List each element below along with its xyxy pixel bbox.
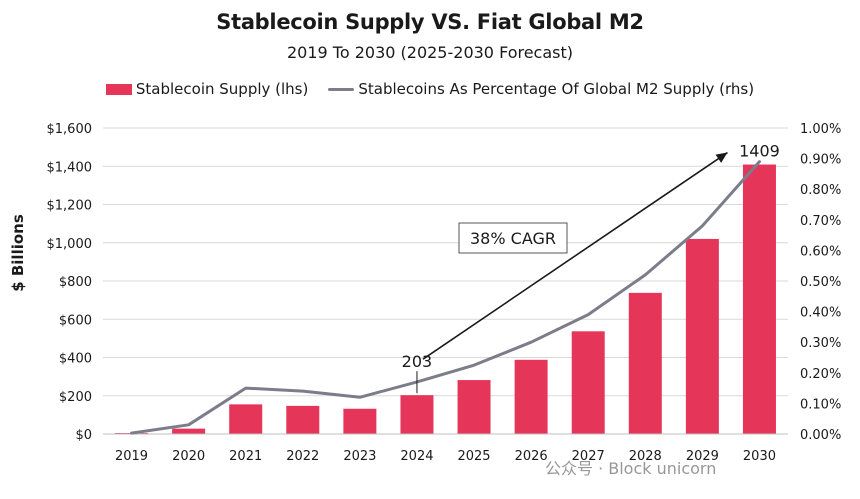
x-tick-label: 2021	[229, 449, 262, 464]
y2-tick-label: 0.50%	[800, 275, 841, 290]
start-value-label: 203	[402, 352, 433, 371]
y2-tick-label: 0.80%	[800, 183, 841, 198]
bar	[628, 292, 662, 434]
chart-title: Stablecoin Supply VS. Fiat Global M2	[216, 10, 644, 34]
x-tick-label: 2027	[572, 449, 605, 464]
y2-tick-label: 0.00%	[800, 428, 841, 443]
x-tick-label: 2020	[172, 449, 205, 464]
y-tick-label: $0	[75, 428, 92, 443]
y2-tick-label: 0.10%	[800, 397, 841, 412]
y2-tick-label: 0.70%	[800, 214, 841, 229]
bar	[343, 408, 377, 434]
y2-tick-label: 0.60%	[800, 244, 841, 259]
legend-item-m2-percentage: Stablecoins As Percentage Of Global M2 S…	[328, 80, 754, 98]
legend-swatch-line	[328, 87, 355, 91]
y-tick-label: $1,200	[47, 199, 93, 214]
x-tick-label: 2026	[515, 449, 548, 464]
y2-tick-label: 0.40%	[800, 306, 841, 321]
bar	[172, 428, 206, 434]
bar	[286, 405, 320, 434]
legend: Stablecoin Supply (lhs) Stablecoins As P…	[0, 80, 860, 98]
bar	[400, 395, 434, 434]
x-tick-label: 2029	[686, 449, 719, 464]
x-tick-label: 2028	[629, 449, 662, 464]
legend-swatch-bar	[105, 83, 132, 95]
cagr-box	[458, 222, 568, 254]
bar	[457, 380, 491, 434]
y-tick-label: $800	[59, 275, 92, 290]
cagr-label: 38% CAGR	[470, 229, 556, 248]
x-tick-label: 2030	[743, 449, 776, 464]
bar	[571, 331, 605, 434]
y-tick-label: $1,600	[47, 122, 93, 137]
y-tick-label: $1,000	[47, 237, 93, 252]
y2-tick-label: 0.20%	[800, 367, 841, 382]
y-tick-label: $400	[59, 352, 92, 367]
cagr-arrow-line	[422, 151, 728, 360]
x-tick-label: 2025	[457, 449, 490, 464]
cagr-arrow-head	[715, 152, 728, 163]
bar	[742, 164, 776, 434]
legend-label-stablecoin-supply: Stablecoin Supply (lhs)	[135, 80, 309, 98]
y-tick-label: $200	[59, 390, 92, 405]
x-tick-label: 2023	[343, 449, 376, 464]
y-tick-label: $600	[59, 313, 92, 328]
y2-tick-label: 0.30%	[800, 336, 841, 351]
end-value-label: 1409	[739, 142, 780, 161]
legend-label-m2-percentage: Stablecoins As Percentage Of Global M2 S…	[358, 80, 755, 98]
y-tick-label: $1,400	[47, 160, 93, 175]
bar	[514, 359, 548, 434]
legend-item-stablecoin-supply: Stablecoin Supply (lhs)	[105, 80, 309, 98]
bar	[685, 238, 719, 434]
y2-tick-label: 0.90%	[800, 153, 841, 168]
bar	[229, 404, 263, 434]
chart-subtitle: 2019 To 2030 (2025-2030 Forecast)	[286, 43, 574, 62]
x-tick-label: 2022	[286, 449, 319, 464]
x-tick-label: 2024	[400, 449, 433, 464]
x-tick-label: 2019	[115, 449, 148, 464]
watermark: 公众号 · Block unicorn	[545, 459, 717, 478]
y2-tick-label: 1.00%	[800, 122, 841, 137]
series-line	[130, 160, 761, 435]
